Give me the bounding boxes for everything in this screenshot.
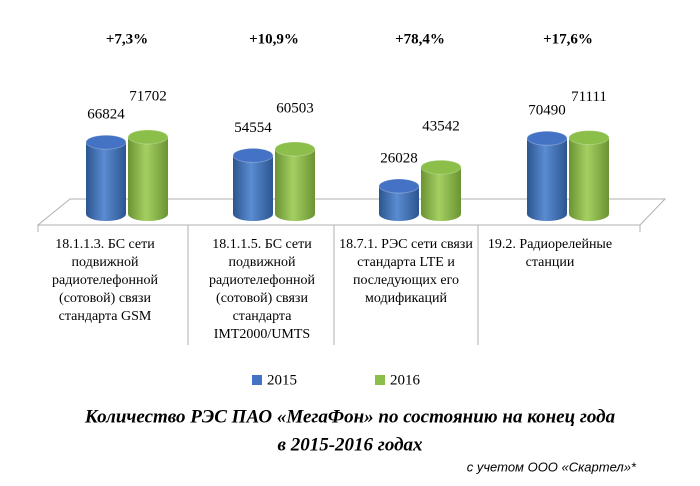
- cylinder-bar: [85, 134, 127, 221]
- value-label: 43542: [422, 119, 460, 135]
- value-label: 71111: [571, 89, 607, 105]
- value-label: 71702: [129, 88, 167, 104]
- category-label: 18.1.1.3. БС сети подвижной радиотелефон…: [52, 237, 158, 324]
- cylinder-top: [568, 130, 610, 146]
- legend-swatch: [375, 375, 385, 385]
- footnote: с учетом ООО «Скартел»*: [467, 459, 637, 474]
- cylinder-top: [378, 178, 420, 194]
- value-label: 54554: [234, 120, 272, 136]
- caption-line: в 2015-2016 годах: [277, 434, 423, 455]
- value-label: 60503: [276, 100, 314, 116]
- cylinder-bar: [127, 129, 169, 221]
- cylinder-body: [379, 186, 419, 221]
- growth-label: +10,9%: [249, 31, 299, 47]
- cylinder-bar: [420, 159, 462, 221]
- cylinder-top: [526, 130, 568, 146]
- cylinder-bar: [568, 130, 610, 221]
- caption-line: Количество РЭС ПАО «МегаФон» по состояни…: [84, 406, 616, 427]
- cylinder-bar: [232, 147, 274, 221]
- value-label: 26028: [380, 150, 418, 166]
- cylinder-bar: [526, 130, 568, 221]
- category-label: 19.2. Радиорелейные станции: [487, 237, 613, 270]
- legend-label: 2016: [390, 372, 421, 388]
- cylinder-body: [128, 137, 168, 221]
- cylinder-body: [86, 142, 126, 221]
- chart-floor: [36, 198, 667, 226]
- cylinder-body: [275, 149, 315, 221]
- cylinder-body: [421, 167, 461, 221]
- cylinder-bar: [378, 178, 420, 221]
- legend-swatch: [252, 375, 262, 385]
- cylinder-body: [527, 138, 567, 221]
- cylinder-body: [233, 155, 273, 221]
- category-label: 18.7.1. РЭС сети связи стандарта LTE и п…: [339, 237, 473, 306]
- cylinder-top: [274, 141, 316, 157]
- cylinder-top: [127, 129, 169, 145]
- growth-label: +78,4%: [395, 31, 445, 47]
- legend-label: 2015: [267, 372, 297, 388]
- cylinder-top: [85, 134, 127, 150]
- growth-label: +17,6%: [543, 31, 593, 47]
- growth-label: +7,3%: [106, 31, 148, 47]
- cylinder-body: [569, 137, 609, 221]
- cylinder-top: [420, 159, 462, 175]
- cylinder-bar: [274, 141, 316, 221]
- category-label: 18.1.1.5. БС сети подвижной радиотелефон…: [209, 237, 315, 342]
- value-label: 70490: [528, 103, 566, 119]
- value-label: 66824: [87, 107, 125, 123]
- cylinder-top: [232, 147, 274, 163]
